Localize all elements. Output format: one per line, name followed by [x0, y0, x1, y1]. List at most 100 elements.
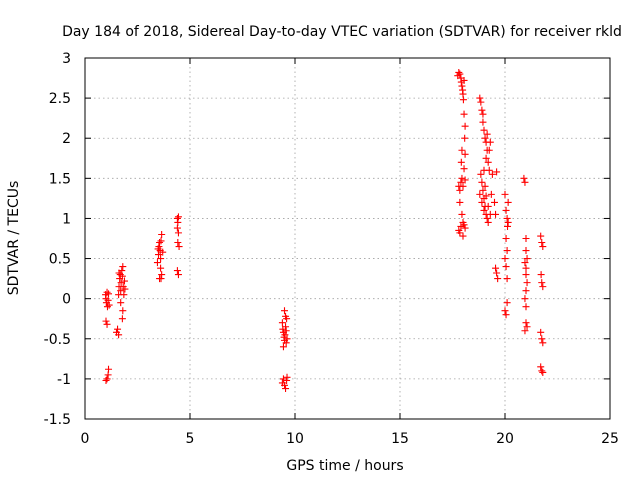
data-point	[281, 331, 289, 339]
data-point	[488, 170, 496, 178]
data-point	[456, 186, 464, 194]
y-tick-label: 2.5	[49, 91, 71, 107]
data-point	[283, 373, 291, 381]
data-point	[460, 110, 468, 118]
data-point	[102, 376, 110, 384]
data-point	[480, 126, 488, 134]
data-point	[157, 255, 165, 263]
data-point	[493, 168, 501, 176]
data-point	[174, 239, 182, 247]
data-point	[537, 328, 545, 336]
data-point	[484, 202, 492, 210]
data-point	[503, 214, 511, 222]
data-point	[121, 285, 129, 293]
data-point	[501, 190, 509, 198]
x-tick-label: 25	[601, 431, 619, 447]
data-point	[461, 224, 469, 232]
plot-frame	[84, 57, 611, 420]
data-point	[461, 150, 469, 158]
data-point	[480, 166, 488, 174]
data-point	[521, 259, 529, 267]
data-point	[115, 269, 123, 277]
x-tick-label: 20	[496, 431, 514, 447]
data-point	[503, 299, 511, 307]
y-tick-label: -1	[57, 372, 71, 388]
data-point	[461, 122, 469, 130]
data-point	[483, 130, 491, 138]
data-point	[173, 224, 181, 232]
data-point	[539, 243, 547, 251]
y-tick-label: 0	[62, 292, 71, 308]
y-tick-label: -1.5	[44, 412, 71, 428]
data-point	[521, 178, 529, 186]
data-point	[173, 267, 181, 275]
data-point	[174, 229, 182, 237]
data-point	[461, 176, 469, 184]
data-point	[158, 230, 166, 238]
y-tick-label: 1.5	[49, 171, 71, 187]
data-point	[283, 335, 291, 343]
data-point	[459, 96, 467, 104]
data-point	[538, 335, 546, 343]
data-point	[156, 239, 164, 247]
y-tick-label: 1	[62, 211, 71, 227]
data-point	[460, 76, 468, 84]
data-point	[484, 218, 492, 226]
data-point	[492, 210, 500, 218]
data-point	[153, 259, 161, 267]
data-point	[493, 269, 501, 277]
data-point	[503, 247, 511, 255]
data-point	[483, 214, 491, 222]
data-point	[523, 279, 531, 287]
data-point	[478, 198, 486, 206]
data-point	[282, 385, 290, 393]
data-point	[539, 339, 547, 347]
data-point	[102, 317, 110, 325]
data-point	[537, 232, 545, 240]
data-points	[102, 68, 547, 393]
data-point	[458, 82, 466, 90]
data-point	[522, 271, 530, 279]
data-point	[501, 255, 509, 263]
data-point	[538, 279, 546, 287]
data-point	[492, 264, 500, 272]
y-tick-label: -0.5	[44, 332, 71, 348]
data-point	[501, 307, 509, 315]
data-point	[282, 327, 290, 335]
data-point	[478, 178, 486, 186]
data-point	[502, 263, 510, 271]
data-point	[157, 264, 165, 272]
data-point	[521, 327, 529, 335]
data-point	[105, 365, 113, 373]
data-point	[282, 312, 290, 320]
data-point	[494, 275, 502, 283]
data-point	[117, 287, 125, 295]
data-point	[477, 170, 485, 178]
data-point	[104, 296, 112, 304]
data-point	[480, 206, 488, 214]
data-point	[482, 154, 490, 162]
data-point	[477, 98, 485, 106]
data-point	[478, 106, 486, 114]
data-point	[504, 198, 512, 206]
chart-title: Day 184 of 2018, Sidereal Day-to-day VTE…	[62, 24, 622, 40]
data-point	[174, 271, 182, 279]
data-point	[175, 243, 183, 251]
data-point	[476, 94, 484, 102]
y-axis-label: SDTVAR / TECUs	[6, 181, 22, 296]
data-point	[459, 182, 467, 190]
data-point	[461, 134, 469, 142]
data-point	[538, 239, 546, 247]
data-point	[522, 247, 530, 255]
data-point	[523, 323, 531, 331]
y-tick-label: 0.5	[49, 252, 71, 268]
data-point	[522, 319, 530, 327]
data-point	[158, 271, 166, 279]
data-point	[118, 315, 126, 323]
data-point	[282, 339, 290, 347]
x-tick-label: 15	[391, 431, 409, 447]
x-tick-label: 10	[286, 431, 304, 447]
data-point	[281, 307, 288, 315]
data-point	[114, 325, 122, 333]
data-point	[458, 146, 466, 154]
